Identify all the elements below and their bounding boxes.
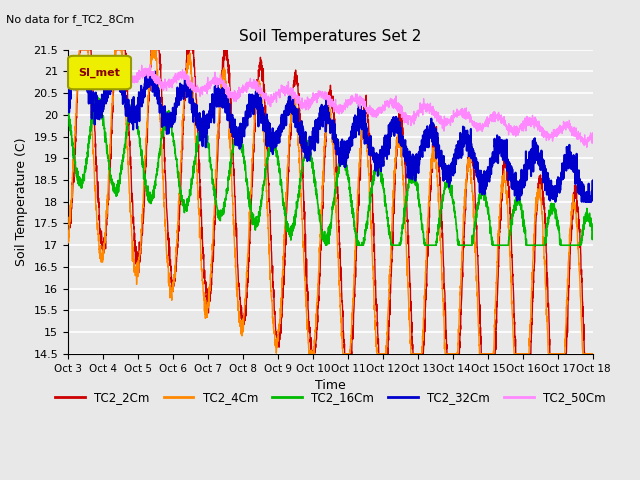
FancyBboxPatch shape [68,56,131,89]
Legend: TC2_2Cm, TC2_4Cm, TC2_16Cm, TC2_32Cm, TC2_50Cm: TC2_2Cm, TC2_4Cm, TC2_16Cm, TC2_32Cm, TC… [51,386,611,408]
X-axis label: Time: Time [315,379,346,392]
Text: No data for f_TC2_8Cm: No data for f_TC2_8Cm [6,14,134,25]
Y-axis label: Soil Temperature (C): Soil Temperature (C) [15,137,28,266]
Title: Soil Temperatures Set 2: Soil Temperatures Set 2 [239,29,422,44]
Text: SI_met: SI_met [79,67,120,78]
